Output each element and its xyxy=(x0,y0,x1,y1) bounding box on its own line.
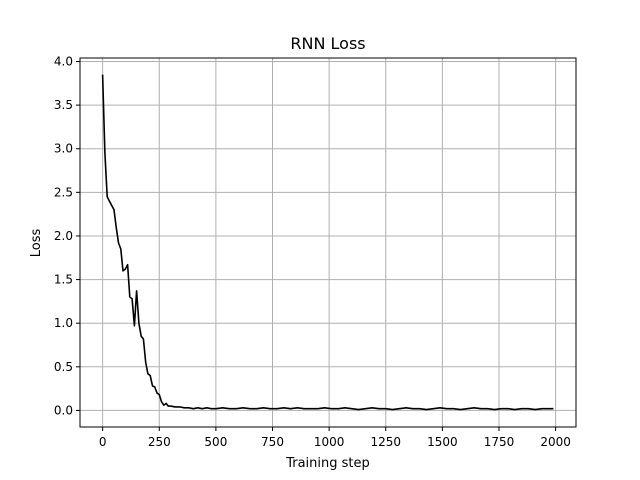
x-tick-label: 1500 xyxy=(427,435,458,449)
y-tick-label: 2.0 xyxy=(54,229,73,243)
x-tick-label: 2000 xyxy=(540,435,571,449)
y-axis-ticks: 0.0 0.5 1.0 1.5 2.0 2.5 3.0 3.5 4.0 xyxy=(54,54,80,417)
x-tick-label: 1250 xyxy=(370,435,401,449)
y-tick-label: 1.0 xyxy=(54,316,73,330)
x-tick-label: 1750 xyxy=(484,435,515,449)
x-tick-label: 750 xyxy=(261,435,284,449)
loss-series-line xyxy=(101,74,554,411)
y-axis-label: Loss xyxy=(29,229,44,258)
x-tick-label: 500 xyxy=(204,435,227,449)
y-tick-label: 0.0 xyxy=(54,403,73,417)
y-tick-label: 4.0 xyxy=(54,54,73,68)
series-layer xyxy=(101,74,554,411)
x-tick-label: 0 xyxy=(99,435,107,449)
chart-title: RNN Loss xyxy=(290,34,365,53)
x-axis-ticks: 0 250 500 750 1000 1250 1500 1750 2000 xyxy=(99,427,571,449)
x-tick-label: 250 xyxy=(148,435,171,449)
x-axis-label: Training step xyxy=(285,456,370,471)
y-tick-label: 2.5 xyxy=(54,185,73,199)
x-tick-label: 1000 xyxy=(314,435,345,449)
y-tick-label: 3.5 xyxy=(54,98,73,112)
plot-frame xyxy=(79,57,577,428)
y-tick-label: 3.0 xyxy=(54,142,73,156)
y-tick-label: 0.5 xyxy=(54,360,73,374)
grid xyxy=(80,58,576,427)
y-tick-label: 1.5 xyxy=(54,273,73,287)
